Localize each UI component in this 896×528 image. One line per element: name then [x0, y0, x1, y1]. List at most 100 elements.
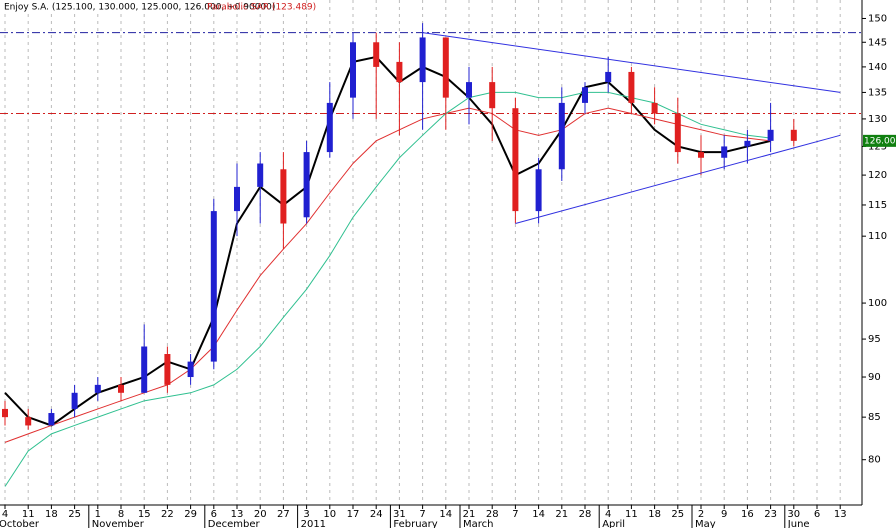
month-label: 2011 — [301, 519, 326, 528]
y-tick-label: 140 — [868, 62, 887, 73]
x-tick-label: 11 — [22, 509, 35, 520]
candle-body — [164, 354, 171, 385]
x-tick-label: 8 — [118, 509, 124, 520]
candle-body — [721, 146, 728, 158]
plot-layer — [0, 0, 862, 505]
month-label: May — [695, 519, 716, 528]
candle-body — [234, 186, 240, 212]
candle-body — [303, 152, 310, 218]
candle-body — [48, 413, 55, 426]
candle-body — [674, 113, 681, 153]
y-tick-label: 80 — [868, 455, 881, 466]
candle-body — [373, 42, 380, 67]
x-tick-label: 7 — [512, 509, 518, 520]
x-tick-label: 30 — [787, 509, 800, 520]
y-tick-label: 125 — [868, 141, 887, 152]
x-tick-label: 4 — [2, 509, 8, 520]
x-tick-label: 22 — [161, 509, 174, 520]
x-tick-label: 4 — [605, 509, 611, 520]
x-tick-label: 15 — [138, 509, 151, 520]
month-label: June — [787, 519, 810, 528]
x-tick-label: 18 — [45, 509, 58, 520]
month-label: March — [463, 519, 493, 528]
candle-body — [466, 82, 472, 98]
x-tick-label: 16 — [741, 509, 754, 520]
candle-body — [210, 211, 217, 362]
y-tick-label: 95 — [868, 334, 881, 345]
x-tick-label: 2 — [698, 509, 704, 520]
candle-body — [744, 140, 751, 147]
trendline — [515, 134, 841, 225]
x-tick-label: 24 — [370, 509, 383, 520]
candle-body — [489, 82, 496, 109]
x-tick-label: 18 — [648, 509, 661, 520]
y-tick-label: 120 — [868, 170, 887, 181]
header-box — [0, 0, 285, 14]
moving-average — [4, 91, 771, 487]
candle-body — [558, 102, 565, 170]
last-price-box — [863, 134, 896, 147]
candle-body — [628, 71, 635, 103]
x-tick-label: 17 — [347, 509, 360, 520]
candle-body — [25, 417, 32, 426]
candle-body — [94, 384, 101, 393]
x-tick-label: 23 — [764, 509, 777, 520]
x-tick-label: 21 — [555, 509, 568, 520]
month-label: February — [393, 519, 437, 528]
candle-body — [187, 361, 194, 378]
x-tick-label: 27 — [277, 509, 290, 520]
candle-body — [257, 163, 264, 187]
candle-body — [535, 169, 542, 212]
trendline — [422, 32, 841, 93]
x-tick-label: 7 — [419, 509, 425, 520]
x-tick-label: 1 — [95, 509, 101, 520]
x-tick-label: 28 — [579, 509, 592, 520]
month-label: October — [0, 519, 40, 528]
month-label: December — [208, 519, 261, 528]
candle-body — [326, 102, 333, 153]
y-tick-label: 115 — [868, 200, 887, 211]
y-tick-label: 145 — [868, 37, 887, 48]
x-tick-label: 13 — [231, 509, 244, 520]
candle-body — [651, 102, 658, 114]
x-tick-label: 11 — [625, 509, 638, 520]
y-tick-label: 130 — [868, 114, 887, 125]
month-label: November — [92, 519, 145, 528]
x-tick-label: 14 — [532, 509, 545, 520]
candle-body — [582, 87, 588, 103]
x-tick-label: 6 — [814, 509, 820, 520]
x-tick-label: 28 — [486, 509, 499, 520]
y-tick-label: 150 — [868, 13, 887, 24]
candle-body — [396, 61, 403, 83]
month-label: April — [602, 519, 625, 528]
candle-body — [350, 42, 356, 98]
candle-body — [767, 129, 774, 141]
candle-body — [141, 346, 148, 393]
y-tick-label: 90 — [868, 372, 881, 383]
x-tick-label: 14 — [439, 509, 452, 520]
x-tick-label: 25 — [68, 509, 81, 520]
y-tick-label: 85 — [868, 412, 881, 423]
candle-body — [280, 169, 287, 224]
x-tick-label: 31 — [393, 509, 406, 520]
candle-body — [419, 37, 426, 83]
y-tick-label: 135 — [868, 87, 887, 98]
candle-body — [442, 37, 449, 98]
y-tick-label: 110 — [868, 231, 887, 242]
x-tick-label: 20 — [254, 509, 267, 520]
x-tick-label: 3 — [303, 509, 309, 520]
candle-body — [790, 129, 797, 141]
x-tick-label: 9 — [721, 509, 727, 520]
candle-body — [2, 408, 8, 418]
y-tick-label: 100 — [868, 298, 887, 309]
x-tick-label: 6 — [211, 509, 217, 520]
chart-title: Enjoy S.A. (125.100, 130.000, 125.000, 1… — [4, 3, 275, 13]
x-tick-label: 25 — [671, 509, 684, 520]
candle-body — [605, 71, 612, 83]
x-tick-label: 13 — [834, 509, 847, 520]
candle-body — [71, 392, 78, 409]
indicator-label: Parabolic SAR (123.489) — [207, 3, 316, 13]
candle-body — [118, 384, 124, 393]
moving-average — [4, 107, 771, 443]
